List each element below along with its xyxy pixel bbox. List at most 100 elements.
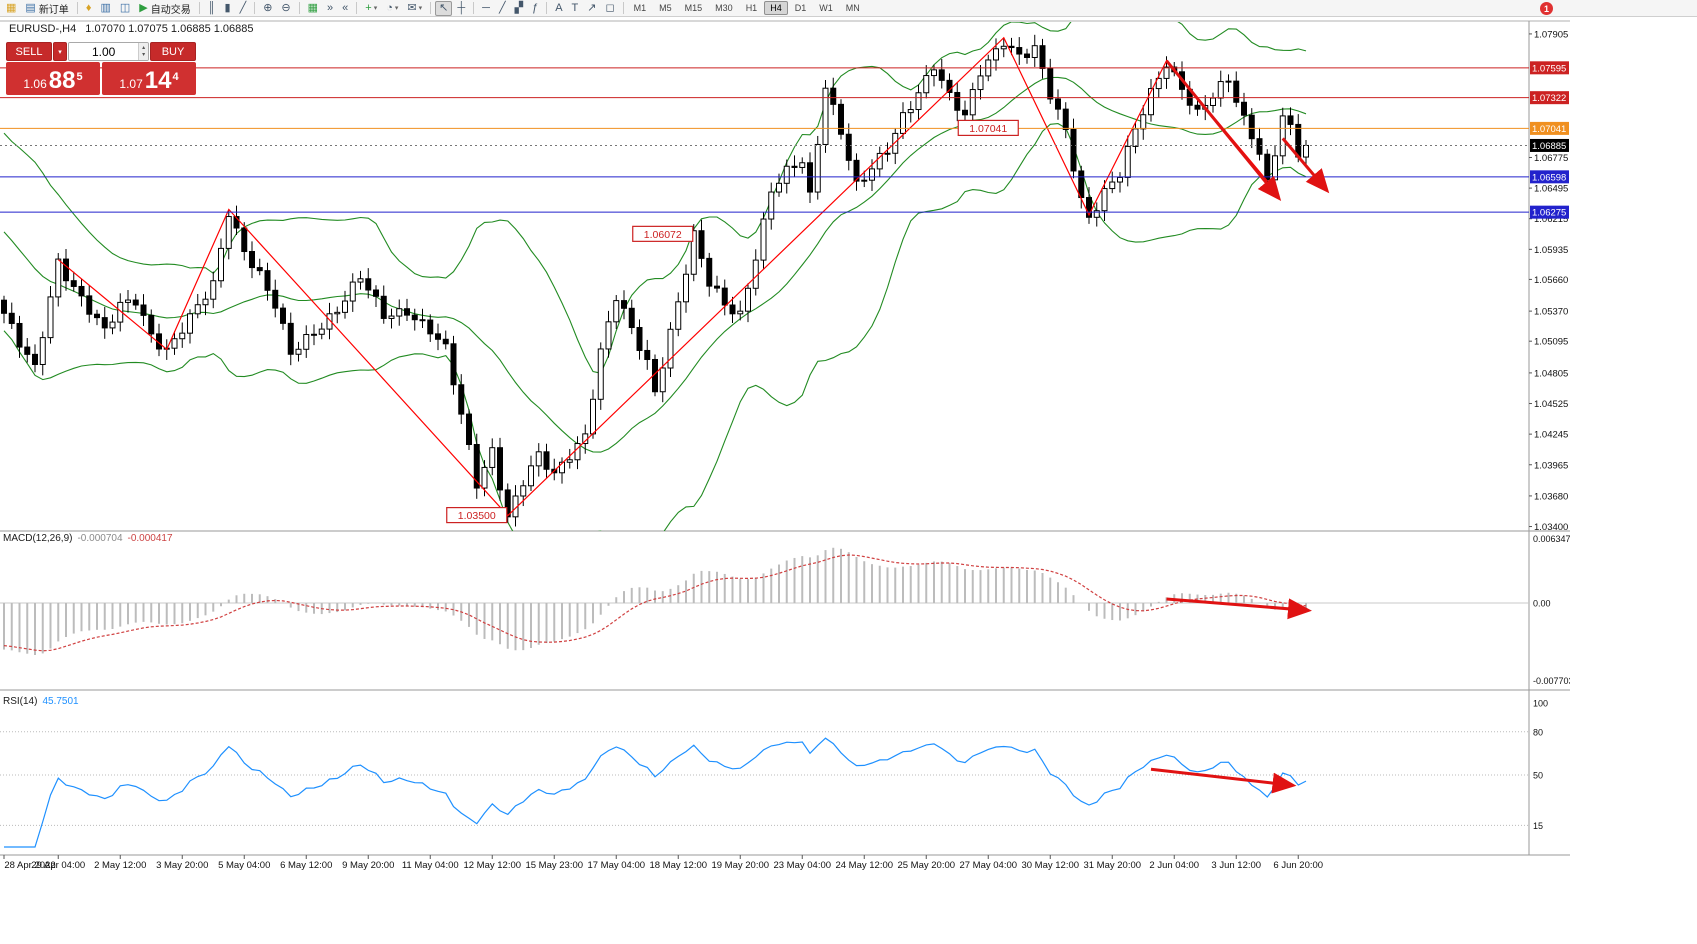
time-axis-label: 12 May 12:00 (463, 860, 521, 871)
price-annotations[interactable]: 1.07041 1.06072 1.03500 (446, 59, 1330, 524)
templates-icon-glyph: ✉ (407, 1, 417, 14)
time-axis-label: 28 Apr 2022 (4, 860, 55, 871)
stepper-down-icon[interactable]: ▾ (142, 51, 146, 58)
buy-price-box[interactable]: 1.07 14 4 (102, 62, 196, 95)
order-type-dropdown[interactable]: ▾ (53, 42, 67, 61)
timeframe-h4[interactable]: H4 (764, 1, 788, 15)
svg-text:1.04805: 1.04805 (1534, 368, 1568, 379)
price-axis: 1.07905 1.06775 1.06495 1.06215 1.05935 1.056… (1529, 29, 1569, 533)
timeframe-m5[interactable]: M5 (659, 3, 672, 13)
timeframe-d1[interactable]: D1 (794, 3, 807, 13)
arrows-icon[interactable]: ↗ (583, 1, 600, 16)
sell-button[interactable]: SELL (6, 42, 52, 61)
bollinger-lower-line (3, 123, 1307, 531)
macd-indicator-label: MACD(12,26,9) -0.000704 -0.000417 (3, 533, 178, 544)
time-axis-label: 11 May 04:00 (402, 860, 459, 871)
toolbar-separator (622, 2, 624, 14)
time-axis-label: 9 May 20:00 (342, 860, 394, 871)
rsi-name: RSI(14) (3, 696, 38, 707)
timeframe-mn[interactable]: MN (845, 3, 860, 13)
navigator-icon[interactable]: ♦ (82, 1, 96, 16)
rsi-indicator-label: RSI(14) 45.7501 (3, 696, 84, 707)
market-watch-icon[interactable]: ▥ (96, 1, 114, 16)
time-axis-label: 6 May 12:00 (280, 860, 332, 871)
trendline-icon[interactable]: ╱ (495, 1, 510, 16)
svg-text:50: 50 (1533, 771, 1543, 781)
svg-text:80: 80 (1533, 727, 1543, 737)
time-axis-label: 31 May 20:00 (1083, 860, 1141, 871)
shapes-icon-glyph: ◻ (605, 1, 615, 14)
svg-text:15: 15 (1533, 821, 1543, 831)
auto-scroll-icon[interactable]: » (323, 1, 337, 16)
chart-window-icon[interactable]: ▦ (2, 1, 20, 16)
data-window-icon[interactable]: ◫ (116, 1, 134, 16)
new-order-button[interactable]: ▤ 新订单 (21, 1, 72, 16)
crosshair-icon[interactable]: ┼ (453, 1, 469, 16)
fibonacci-icon[interactable]: ƒ (528, 1, 542, 16)
text-icon[interactable]: A (551, 1, 566, 16)
toolbar-separator (430, 2, 432, 14)
sell-price-box[interactable]: 1.06 88 5 (6, 62, 100, 95)
buy-button[interactable]: BUY (150, 42, 196, 61)
price-label-text: 1.07041 (969, 123, 1007, 135)
periods-icon-glyph: ◔ (386, 1, 393, 14)
candle-chart-icon[interactable]: ▮ (221, 1, 235, 16)
horizontal-line-icon[interactable]: ─ (478, 1, 494, 16)
rsi-annotations[interactable] (1150, 767, 1297, 794)
bar-chart-icon[interactable]: ║ (204, 1, 220, 16)
timeframe-w1[interactable]: W1 (819, 3, 833, 13)
macd-axis: 0.006347 0.00 -0.007703 (1533, 534, 1570, 686)
svg-text:1.05660: 1.05660 (1534, 275, 1568, 286)
volume-input[interactable] (69, 43, 139, 60)
autotrading-button-label: 自动交易 (150, 4, 191, 16)
timeframe-m15[interactable]: M15 (684, 3, 703, 13)
text-label-icon[interactable]: T (568, 1, 583, 16)
periods-icon[interactable]: ◔ ▾ (382, 1, 402, 16)
time-axis-label: 6 Jun 20:00 (1273, 860, 1323, 871)
equidistant-channel-icon[interactable]: ▞ (511, 1, 527, 16)
arrows-icon-glyph: ↗ (587, 1, 597, 14)
macd-annotations[interactable] (1166, 597, 1312, 620)
autotrading-button[interactable]: ▶ 自动交易 (135, 1, 194, 16)
time-axis-label: 29 Apr 04:00 (31, 860, 85, 871)
buy-price-point: 4 (172, 71, 179, 83)
svg-text:0.00: 0.00 (1533, 599, 1551, 609)
zigzag-line (57, 36, 1268, 517)
price-label-text: 1.03500 (458, 510, 496, 522)
timeframe-m1[interactable]: M1 (633, 3, 647, 13)
rsi-panel (0, 731, 1529, 848)
svg-text:1.03400: 1.03400 (1534, 522, 1568, 533)
zoom-in-icon[interactable]: ⊕ (259, 1, 276, 16)
svg-text:1.03680: 1.03680 (1534, 491, 1568, 502)
equidistant-channel-icon-glyph: ▞ (514, 1, 524, 14)
line-chart-icon[interactable]: ╱ (236, 1, 251, 16)
templates-icon[interactable]: ✉ ▾ (403, 1, 426, 16)
timeframe-h1[interactable]: H1 (745, 3, 758, 13)
tile-windows-icon[interactable]: ▦ (304, 1, 322, 16)
cursor-icon[interactable]: ↖ (435, 0, 453, 16)
bar-chart-icon-glyph: ║ (207, 1, 216, 14)
chart-shift-icon[interactable]: « (338, 1, 352, 16)
svg-text:1.06598: 1.06598 (1532, 172, 1566, 183)
time-axis-label: 15 May 23:00 (525, 860, 583, 871)
stepper-up-icon[interactable]: ▴ (142, 44, 146, 51)
shapes-icon[interactable]: ◻ (601, 1, 618, 16)
indicators-icon[interactable]: + ▾ (361, 1, 381, 16)
symbol-period-label: EURUSD-,H4 (9, 23, 77, 35)
timeframe-m30[interactable]: M30 (715, 3, 733, 13)
zoom-out-icon[interactable]: ⊖ (277, 1, 294, 16)
sell-price-major: 1.06 (23, 77, 47, 91)
bollinger-upper-line (3, 22, 1307, 374)
time-axis-label: 2 May 12:00 (94, 860, 146, 871)
volume-stepper[interactable]: ▴ ▾ (138, 43, 148, 60)
notification-badge[interactable]: 1 (1540, 2, 1553, 15)
trend-arrow (1281, 137, 1330, 194)
zoom-out-icon-glyph: ⊖ (281, 1, 291, 14)
toolbar-separator (298, 2, 300, 14)
text-label-icon-glyph: T (571, 1, 579, 14)
svg-text:1.06275: 1.06275 (1532, 208, 1566, 219)
cursor-icon-glyph: ↖ (439, 1, 449, 14)
